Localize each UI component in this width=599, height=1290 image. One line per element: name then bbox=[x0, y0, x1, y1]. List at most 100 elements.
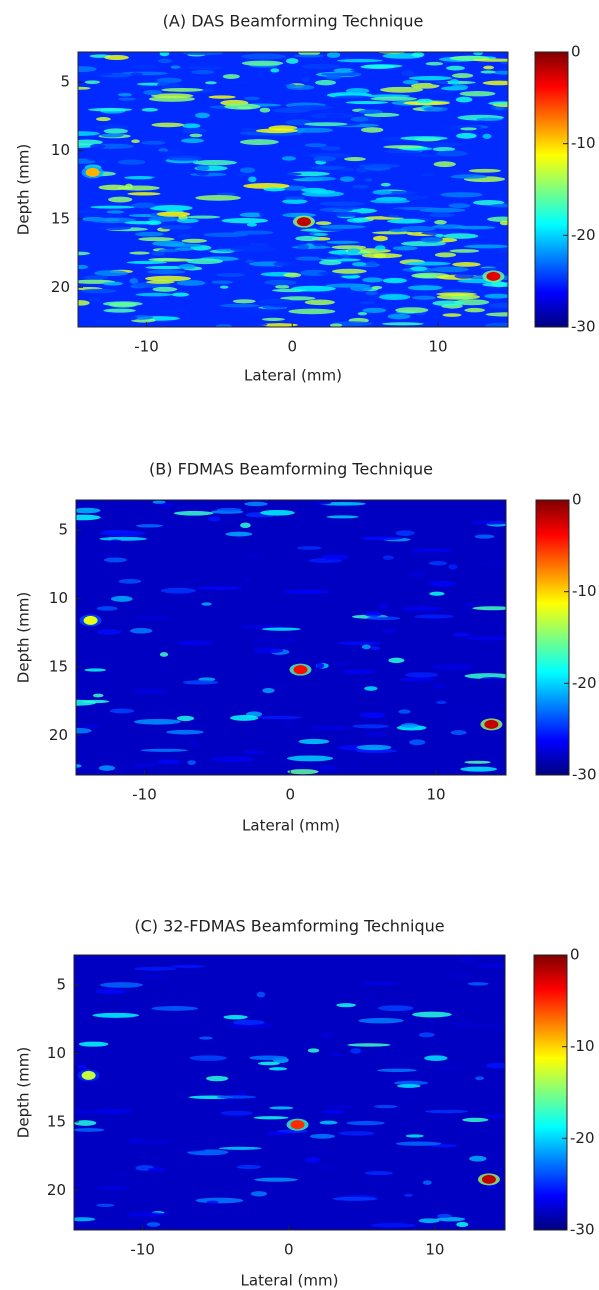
speckle bbox=[195, 195, 241, 201]
speckle bbox=[157, 58, 172, 64]
speckle bbox=[308, 240, 328, 245]
speckle bbox=[313, 156, 336, 162]
speckle bbox=[420, 237, 443, 243]
speckle bbox=[319, 146, 341, 151]
speckle bbox=[76, 727, 92, 734]
speckle bbox=[206, 1200, 219, 1204]
speckle bbox=[134, 231, 164, 237]
speckle bbox=[409, 548, 454, 553]
speckle bbox=[159, 652, 169, 657]
x-tick-label: 10 bbox=[426, 786, 445, 804]
speckle bbox=[358, 1017, 404, 1024]
speckle bbox=[429, 580, 456, 587]
speckle bbox=[370, 646, 381, 651]
speckle bbox=[458, 958, 475, 962]
speckle bbox=[283, 720, 293, 726]
speckle bbox=[283, 272, 302, 278]
speckle bbox=[218, 1146, 262, 1150]
speckle bbox=[487, 216, 508, 222]
speckle bbox=[131, 64, 159, 69]
speckle bbox=[372, 189, 393, 195]
speckle bbox=[74, 1128, 105, 1132]
speckle bbox=[282, 199, 308, 204]
speckle bbox=[380, 182, 391, 187]
speckle bbox=[404, 1095, 422, 1101]
colorbar-tick-label: -30 bbox=[572, 766, 597, 784]
speckle bbox=[192, 159, 238, 166]
speckle bbox=[472, 58, 508, 62]
speckle bbox=[454, 273, 475, 279]
speckle bbox=[387, 313, 411, 320]
speckle bbox=[249, 1055, 288, 1061]
speckle bbox=[244, 553, 262, 559]
colorbar-tick-label: 0 bbox=[570, 946, 580, 964]
speckle bbox=[288, 105, 335, 110]
speckle bbox=[100, 133, 124, 138]
speckle bbox=[332, 1053, 342, 1057]
speckle bbox=[369, 199, 411, 204]
speckle bbox=[411, 52, 425, 58]
speckle bbox=[84, 668, 106, 672]
speckle bbox=[412, 1011, 452, 1018]
speckle bbox=[301, 77, 311, 83]
speckle bbox=[78, 264, 88, 270]
speckle bbox=[254, 1177, 298, 1182]
speckle bbox=[418, 1032, 435, 1038]
speckle bbox=[108, 196, 133, 203]
colorbar-tick-label: 0 bbox=[571, 43, 581, 61]
speckle bbox=[465, 602, 475, 607]
speckle bbox=[350, 68, 377, 73]
speckle bbox=[106, 210, 124, 214]
speckle bbox=[259, 107, 271, 113]
speckle bbox=[345, 100, 389, 105]
speckle bbox=[161, 224, 192, 230]
speckle bbox=[298, 738, 330, 745]
speckle bbox=[257, 715, 303, 720]
speckle bbox=[370, 96, 418, 101]
speckle bbox=[305, 1157, 321, 1163]
x-tick-label: 10 bbox=[425, 1241, 444, 1259]
speckle bbox=[149, 205, 193, 211]
y-axis-label: Depth (mm) bbox=[15, 144, 33, 235]
speckle bbox=[464, 760, 491, 764]
y-tick-label: 20 bbox=[47, 1181, 66, 1199]
plot-frame bbox=[75, 499, 507, 776]
speckle bbox=[491, 281, 507, 288]
speckle bbox=[236, 1164, 262, 1170]
speckle bbox=[369, 294, 379, 301]
speckle bbox=[171, 1146, 207, 1152]
speckle bbox=[421, 173, 437, 177]
speckle bbox=[493, 70, 508, 75]
speckle bbox=[181, 138, 204, 144]
speckle bbox=[176, 640, 213, 646]
speckle bbox=[319, 568, 333, 574]
speckle bbox=[316, 662, 325, 669]
speckle bbox=[207, 516, 221, 522]
speckle bbox=[310, 165, 346, 171]
speckle bbox=[485, 312, 508, 317]
speckle bbox=[205, 81, 217, 85]
speckle bbox=[350, 1048, 362, 1054]
speckle bbox=[86, 1053, 126, 1057]
speckle bbox=[489, 302, 508, 309]
speckle bbox=[293, 54, 325, 58]
speckle bbox=[365, 731, 387, 738]
speckle bbox=[291, 127, 334, 133]
speckle bbox=[239, 139, 279, 145]
speckle bbox=[255, 171, 302, 177]
speckle bbox=[382, 1073, 428, 1077]
speckle bbox=[397, 1084, 421, 1088]
speckle bbox=[166, 729, 204, 735]
speckle bbox=[94, 270, 129, 277]
speckle bbox=[356, 167, 368, 173]
speckle bbox=[364, 611, 383, 617]
speckle bbox=[422, 1180, 432, 1185]
speckle bbox=[471, 520, 506, 525]
speckle bbox=[156, 759, 181, 764]
speckle bbox=[252, 647, 284, 654]
y-tick-label: 10 bbox=[51, 141, 70, 159]
speckle bbox=[361, 253, 403, 259]
speckle bbox=[266, 1131, 289, 1135]
speckle bbox=[373, 235, 388, 242]
speckle bbox=[443, 233, 479, 239]
